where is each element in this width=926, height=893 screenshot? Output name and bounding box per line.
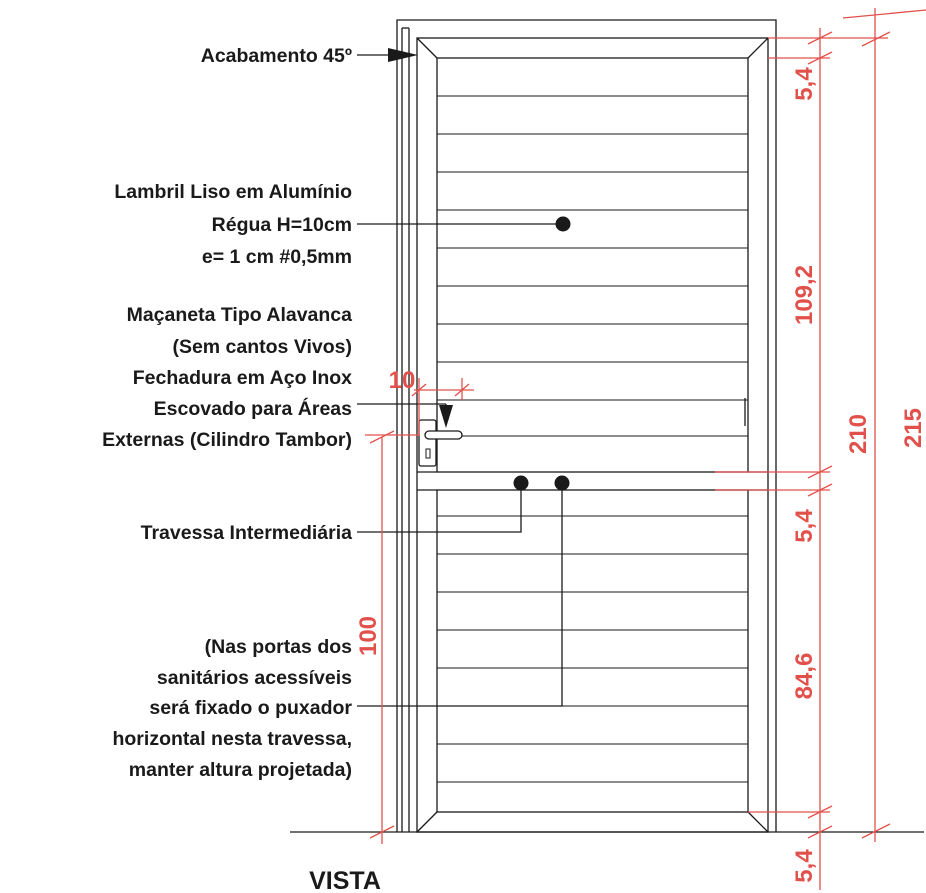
note-handle-line-5: Externas (Cilindro Tambor) [102,429,352,451]
note-bevel: Acabamento 45º [201,45,352,67]
dimension-labels: 5,4 109,2 5,4 84,6 5,4 210 215 100 10 [355,67,926,883]
leader-panel-cladding [357,216,571,232]
note-panel-line-3: e= 1 cm #0,5mm [202,246,352,268]
note-accessible-line-1: (Nas portas dos [205,636,353,658]
note-rail-text: Travessa Intermediária [141,522,353,544]
note-panel-line-2: Régua H=10cm [212,214,352,236]
dimension-handle-offset: 10 [389,367,416,394]
note-accessible-line-2: sanitários acessíveis [157,667,352,689]
lever-handle [418,419,463,467]
door-frame [290,19,924,833]
dimension-top-frame: 5,4 [791,67,818,101]
dimension-handle-height: 100 [355,616,382,656]
upper-panel-slats [437,95,748,437]
view-title: VISTA [309,867,381,893]
dimension-lines [365,8,926,890]
dimension-upper-panel: 109,2 [791,265,818,325]
note-accessible-line-5: manter altura projetada) [129,759,352,781]
note-accessible-line-4: horizontal nesta travessa, [112,728,352,750]
note-panel-line-1: Lambril Liso em Alumínio [114,181,352,203]
note-rail: Travessa Intermediária [141,522,353,544]
dimension-lower-panel: 84,6 [791,653,818,700]
leader-bevel-finish [357,48,418,62]
dimension-total-height: 215 [900,408,926,448]
dimension-bottom-frame: 5,4 [791,849,818,883]
dimension-middle-rail: 5,4 [791,509,818,543]
note-handle-line-1: Maçaneta Tipo Alavanca [127,304,353,326]
lower-panel-slats [437,515,748,783]
note-accessible-line-3: será fixado o puxador [149,697,352,719]
note-panel: Lambril Liso em Alumínio Régua H=10cm e=… [114,181,352,268]
note-handle-line-3: Fechadura em Aço Inox [133,367,352,389]
note-accessible: (Nas portas dos sanitários acessíveis se… [112,636,352,781]
door-leaf [416,37,769,833]
note-bevel-text: Acabamento 45º [201,45,352,67]
leader-middle-rail [357,475,570,707]
leader-handle [357,403,453,428]
note-handle-line-2: (Sem cantos Vivos) [172,336,352,358]
note-handle-line-4: Escovado para Áreas [154,397,353,420]
dimension-door-height: 210 [845,414,872,454]
note-handle: Maçaneta Tipo Alavanca (Sem cantos Vivos… [102,304,352,451]
